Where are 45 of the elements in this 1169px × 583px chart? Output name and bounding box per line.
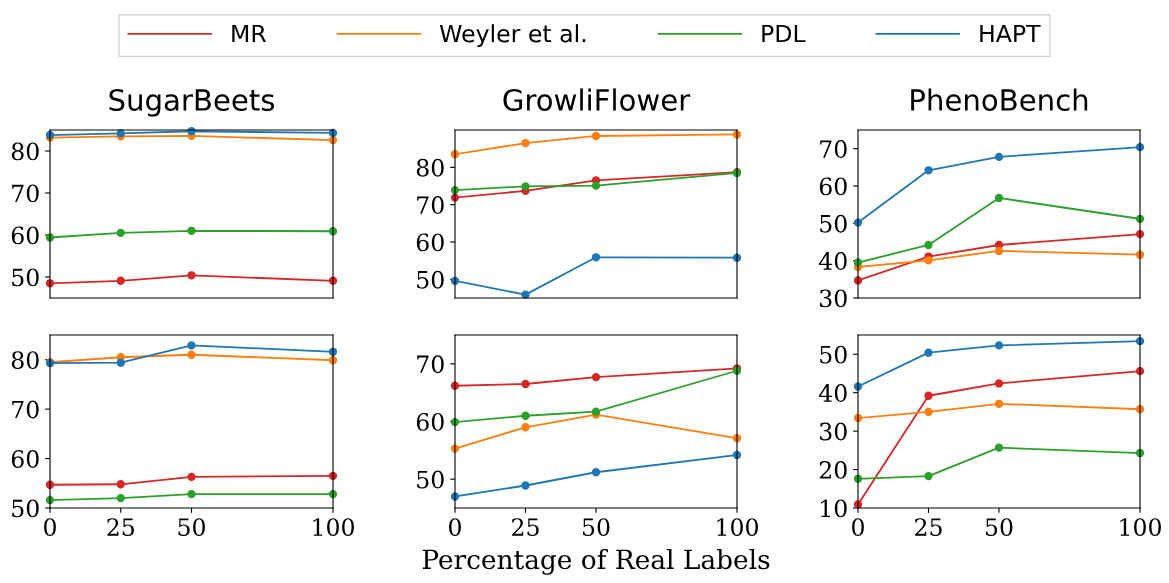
- y-tick-label: 60: [11, 450, 39, 468]
- y-tick-label: 30: [820, 289, 847, 308]
- y-tick-label: 50: [12, 499, 39, 518]
- y-tick-label: 10: [821, 499, 847, 518]
- x-tick-label: 25: [512, 518, 539, 536]
- y-tick-label: 50: [12, 268, 39, 287]
- y-tick-label: 80: [416, 158, 444, 177]
- y-tick-label: 80: [11, 351, 39, 370]
- y-tick-label: 50: [820, 345, 847, 364]
- x-tick-label: 50: [985, 518, 1013, 536]
- y-tick-label: 70: [417, 355, 444, 374]
- y-tick-label: 60: [819, 177, 847, 196]
- y-tick-label: 70: [820, 140, 847, 158]
- y-tick-label: 40: [818, 384, 847, 402]
- y-tick-label: 40: [818, 252, 847, 270]
- y-tick-label: 60: [416, 233, 444, 252]
- y-tick-label: 70: [12, 184, 39, 203]
- legend-label: MR: [232, 24, 267, 43]
- legend-label: PDL: [762, 24, 806, 43]
- x-tick-label: 50: [178, 518, 205, 536]
- y-tick-label: 80: [11, 142, 39, 161]
- x-tick-label: 50: [582, 518, 610, 536]
- y-tick-label: 60: [416, 412, 444, 431]
- x-tick-label: 25: [107, 518, 134, 536]
- x-tick-label: 0: [852, 518, 864, 536]
- x-tick-label: 100: [717, 518, 758, 536]
- y-tick-label: 50: [820, 214, 847, 233]
- y-tick-label: 70: [417, 196, 444, 214]
- chart-title: GrowliFlower: [503, 88, 691, 111]
- y-tick-label: 20: [819, 461, 847, 479]
- y-tick-label: 50: [417, 270, 444, 289]
- chart-title: SugarBeets: [109, 88, 275, 117]
- y-tick-label: 30: [820, 422, 847, 441]
- x-tick-label: 0: [44, 518, 56, 536]
- y-tick-label: 70: [12, 400, 39, 419]
- legend-label: Weyler et al.: [439, 24, 586, 48]
- x-axis-title: Percentage of Real Labels: [422, 548, 770, 575]
- x-tick-label: 25: [915, 518, 942, 536]
- x-tick-label: 100: [1120, 518, 1161, 536]
- y-tick-label: 60: [11, 226, 39, 245]
- legend-label: HAPT: [980, 24, 1041, 43]
- chart-title: PhenoBench: [911, 88, 1088, 111]
- x-tick-label: 100: [313, 518, 354, 536]
- y-tick-label: 50: [417, 470, 444, 489]
- x-tick-label: 0: [449, 518, 461, 536]
